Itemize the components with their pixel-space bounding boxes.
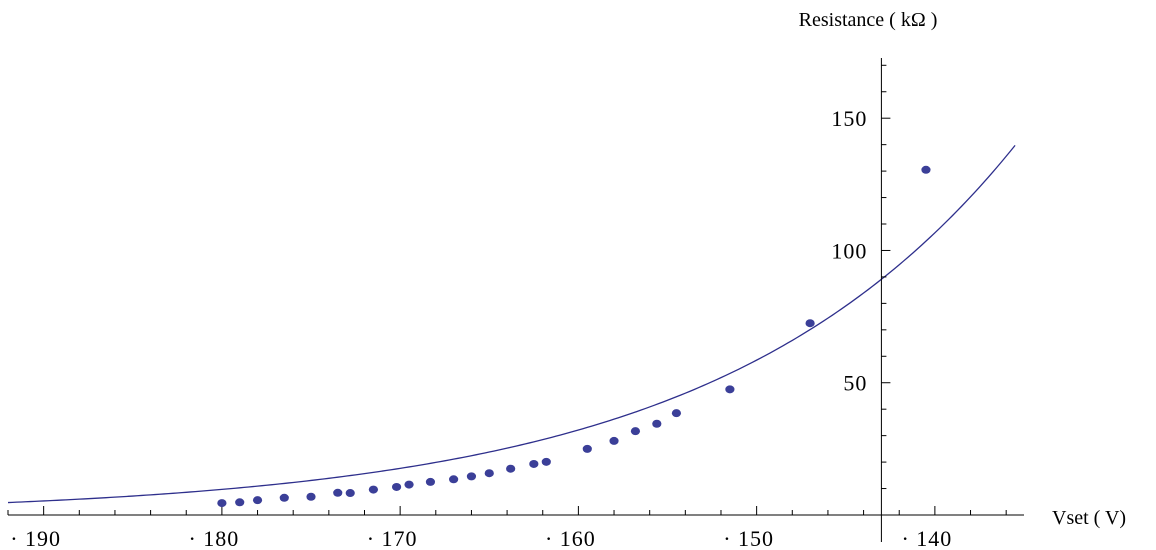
axes-layer [8, 58, 1024, 542]
data-point [630, 427, 641, 436]
data-point [306, 492, 316, 501]
data-point [582, 444, 592, 453]
data-point [333, 488, 343, 497]
data-point [609, 436, 619, 445]
data-point [484, 469, 494, 478]
x-tick-label: · 140 [901, 526, 952, 550]
data-point [506, 464, 516, 473]
data-point [368, 485, 379, 494]
y-tick-label: 150 [831, 106, 867, 131]
fit-curve-line [7, 144, 1016, 504]
data-point [235, 498, 245, 507]
data-point [279, 493, 289, 502]
data-point [404, 480, 414, 489]
fit-curve-layer [7, 144, 1016, 504]
data-points [217, 165, 931, 508]
data-point [921, 165, 931, 174]
x-tick-label: · 190 [10, 526, 61, 550]
data-point [805, 319, 815, 328]
data-point [217, 499, 227, 508]
x-tick-label: · 150 [723, 526, 774, 550]
data-point [425, 477, 436, 486]
x-axis-title: Vset ( V) [1052, 507, 1126, 529]
y-tick-label: 50 [843, 371, 867, 396]
data-point [725, 385, 735, 394]
data-point [252, 496, 263, 505]
data-point [652, 419, 662, 428]
y-tick-label: 100 [831, 238, 867, 263]
data-point [466, 472, 477, 481]
x-tick-label: · 170 [367, 526, 418, 550]
x-ticks: · 190 · 180 · 170 · 160 · 150 · 140 [7, 506, 1007, 550]
data-point [345, 489, 355, 498]
y-ticks: 50 100 150 [831, 64, 891, 490]
x-tick-label: · 180 [188, 526, 239, 550]
data-point [671, 409, 682, 418]
data-point [449, 475, 459, 484]
data-point [529, 459, 539, 468]
x-tick-label: · 160 [545, 526, 596, 550]
data-point [541, 457, 551, 466]
y-axis-title: Resistance ( kΩ ) [799, 9, 938, 31]
data-point [391, 482, 402, 491]
